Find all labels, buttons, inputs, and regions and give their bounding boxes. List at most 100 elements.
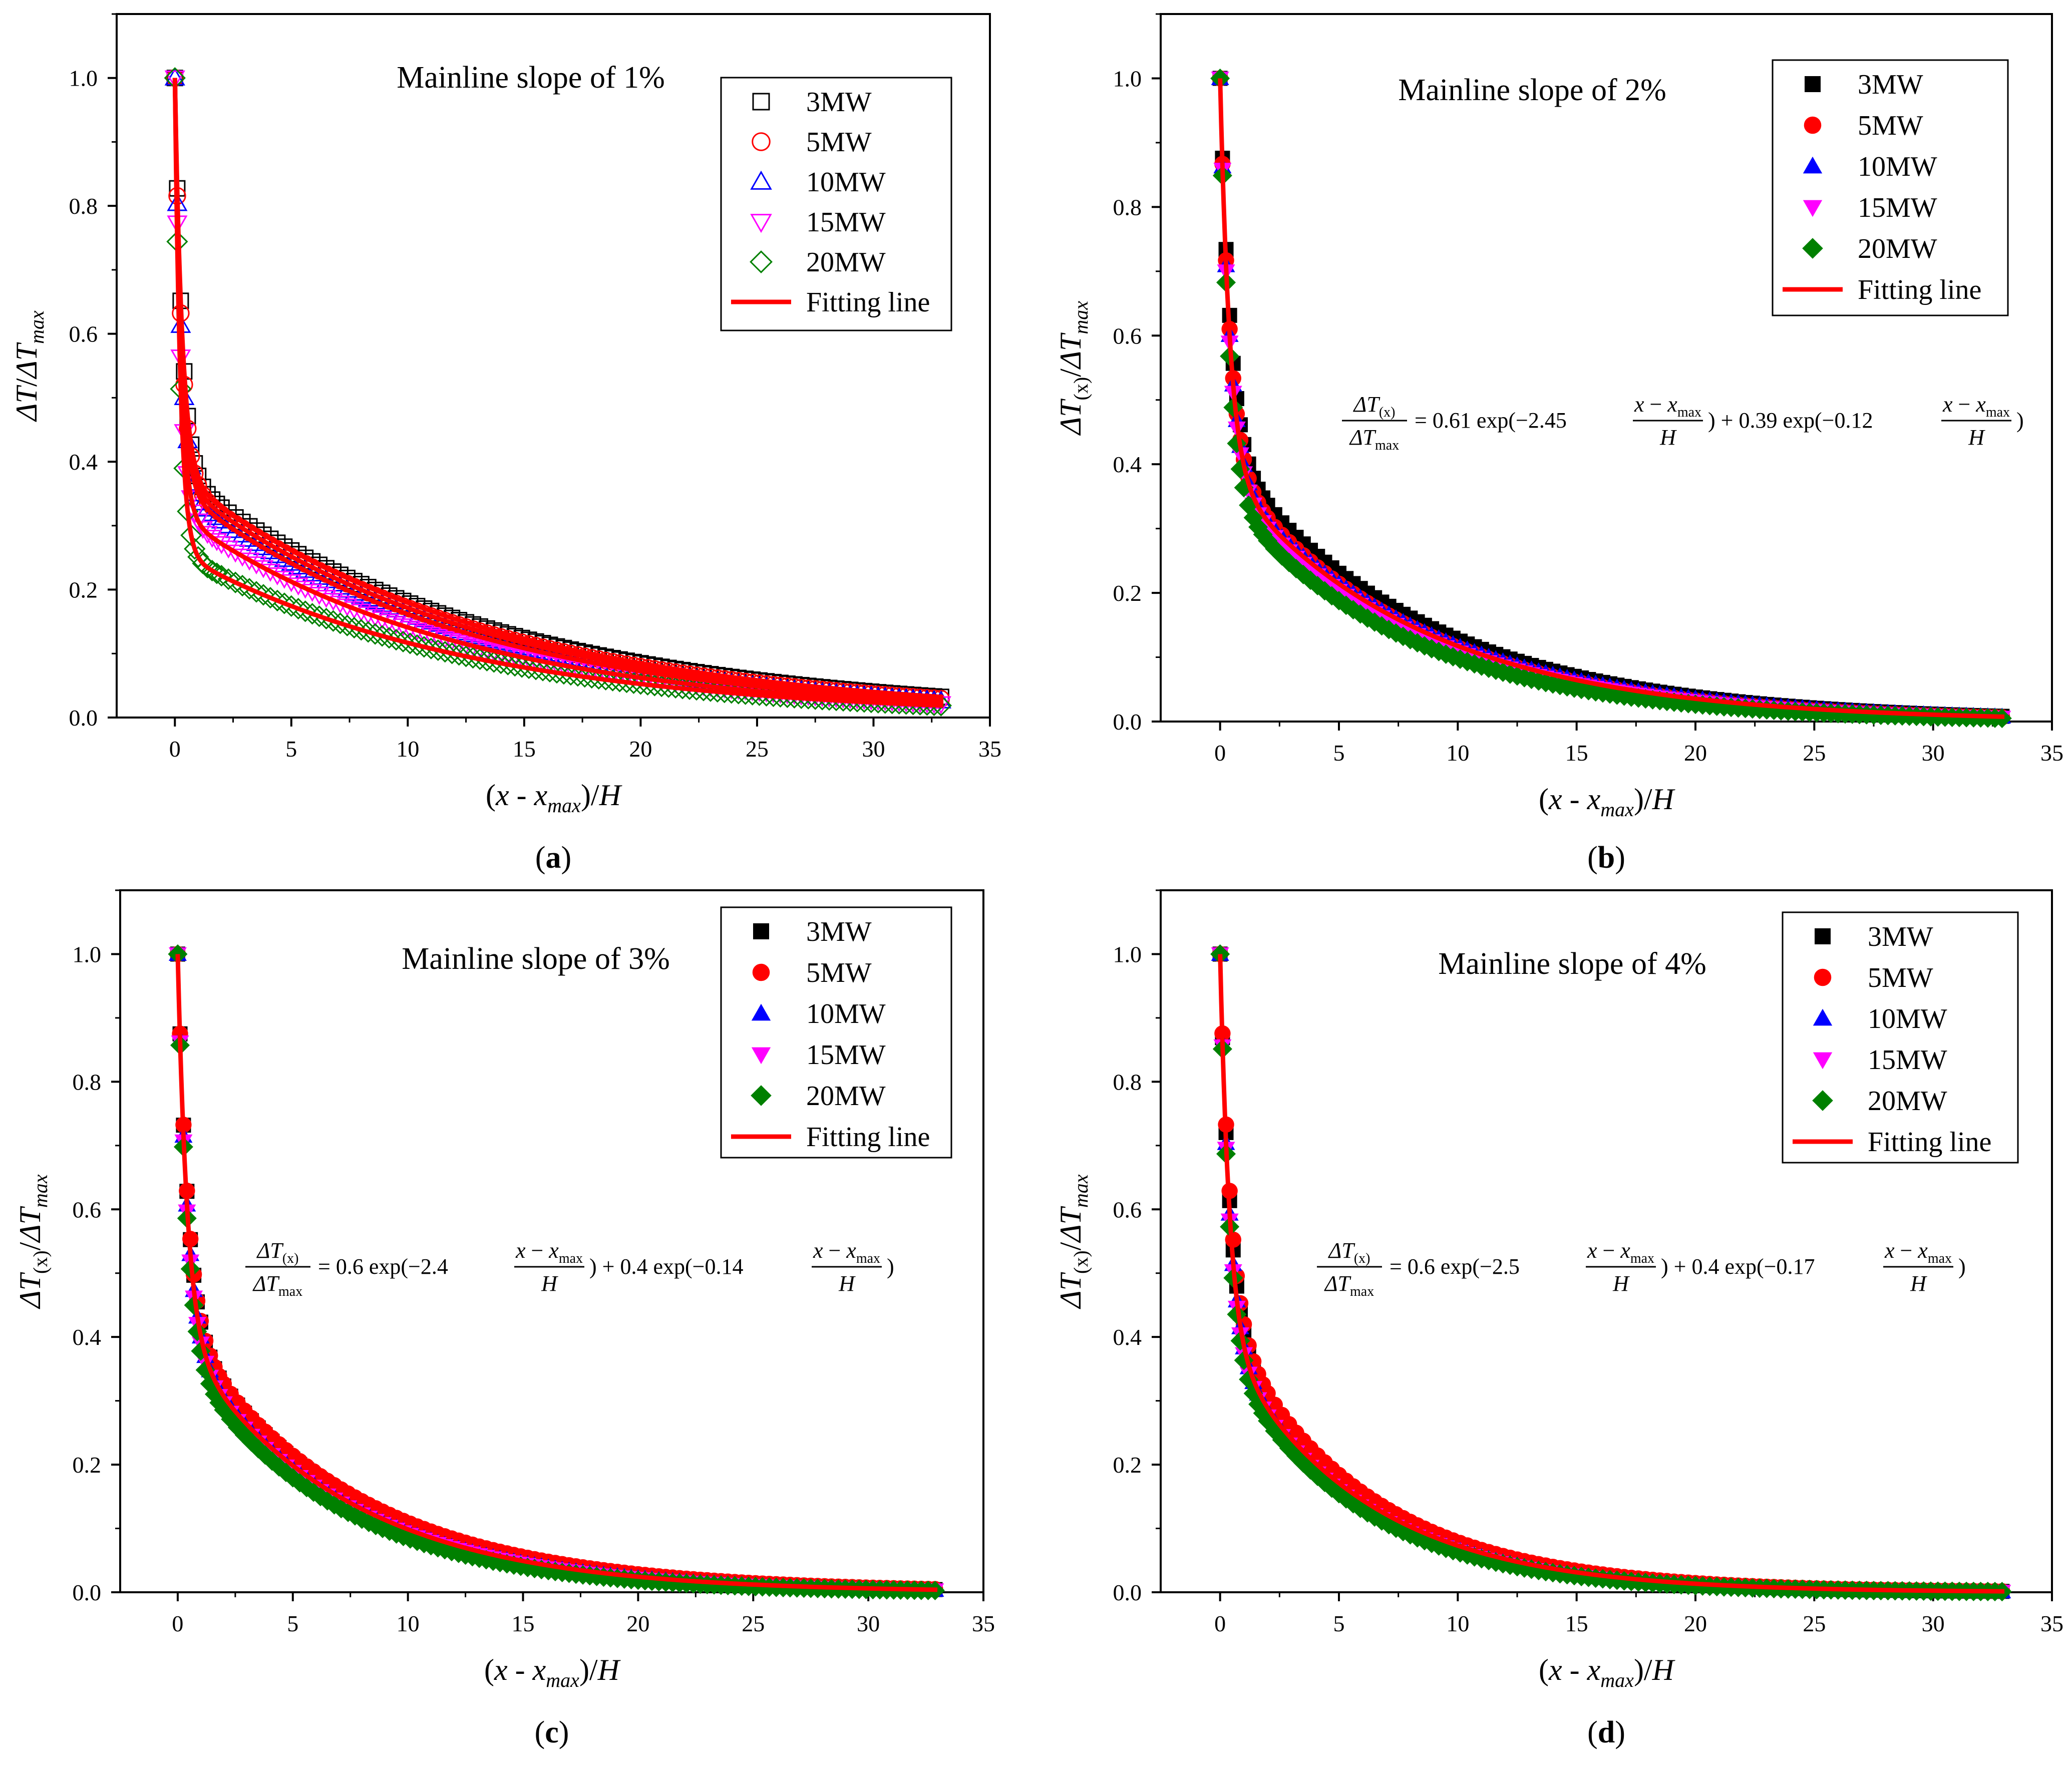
legend-label: 20MW	[806, 1081, 886, 1112]
legend-box	[720, 77, 952, 331]
eq-term-1: = 0.6 exp(−2.4	[318, 1254, 448, 1279]
fit-equation: ΔT(x) ΔTmax = 0.6 exp(−2.5 x − xmax H) + 0.4…	[1317, 1238, 1966, 1299]
eq-close: )	[887, 1254, 894, 1279]
legend-marker	[1803, 156, 1823, 174]
legend-marker	[1813, 1052, 1833, 1070]
x-tick-label: 20	[626, 1611, 649, 1636]
data-point	[168, 944, 188, 964]
data-point	[581, 667, 603, 689]
legend-label: 15MW	[1858, 192, 1937, 223]
x-tick-label: 30	[857, 1611, 880, 1636]
y-axis-label: ΔT(x)/ΔTmax	[1054, 1174, 1092, 1309]
y-tick-label: 0.6	[69, 321, 98, 347]
legend: 3MW 5MW 10MW 15MW 20MW Fitting line	[720, 906, 952, 1159]
eq-lhs-den: ΔTmax	[1324, 1271, 1374, 1299]
legend-marker	[750, 170, 772, 190]
x-tick-label: 20	[629, 736, 652, 762]
legend-marker	[1815, 928, 1831, 944]
eq-frac-num: x − xmax	[1884, 1238, 1952, 1266]
plot-frame	[1160, 13, 2053, 723]
eq-frac-den: H	[1659, 425, 1677, 450]
x-axis-label: (x - xmax)/H	[1539, 1653, 1676, 1691]
eq-frac-den: H	[1968, 425, 1985, 450]
x-tick-label: 35	[2040, 740, 2063, 766]
eq-frac-num: x − xmax	[813, 1238, 880, 1266]
data-point	[164, 70, 185, 89]
y-tick-label: 0.2	[1113, 1452, 1142, 1478]
legend-label: 15MW	[806, 1039, 886, 1071]
legend-marker	[751, 1047, 771, 1065]
fitting-line	[172, 78, 944, 707]
fitting-line	[172, 78, 944, 708]
x-tick-label: 5	[285, 736, 297, 762]
x-tick-label: 15	[1565, 1611, 1588, 1636]
x-tick-label: 35	[978, 736, 1001, 762]
legend: 3MW 5MW 10MW 15MW 20MW Fitting line	[1782, 911, 2019, 1164]
legend-marker	[750, 250, 773, 273]
x-tick-label: 35	[2040, 1611, 2063, 1636]
legend-label: 3MW	[806, 916, 872, 947]
eq-term-1: = 0.61 exp(−2.45	[1415, 408, 1567, 433]
data-point	[608, 670, 631, 692]
eq-close: )	[2016, 408, 2024, 433]
legend-label: Fitting line	[1858, 274, 1981, 305]
eq-frac-den: H	[838, 1271, 856, 1296]
slope-annotation: Mainline slope of 2%	[1398, 73, 1666, 107]
x-tick-label: 20	[1684, 1611, 1707, 1636]
legend-box	[1782, 911, 2019, 1164]
plot-frame	[119, 889, 984, 1593]
y-tick-label: 0.6	[1113, 1197, 1142, 1222]
panel-c: 0 5 10 15 20 25 30 35 0.0 0.2 0.4 0.6 0.8 1.0 (x - xma…	[14, 889, 995, 1749]
legend-label: 5MW	[1868, 962, 1933, 993]
eq-term-2: ) + 0.4 exp(−0.17	[1661, 1254, 1815, 1279]
y-tick-label: 0.8	[73, 1069, 102, 1095]
data-point	[192, 521, 213, 539]
eq-term-2: ) + 0.39 exp(−0.12	[1708, 408, 1873, 433]
panel-a: 0 5 10 15 20 25 30 35 0.0 0.2 0.4 0.6 0.8 1.0 (x - xma…	[10, 13, 1001, 875]
y-tick-label: 1.0	[69, 66, 98, 91]
legend-box	[1772, 59, 2009, 316]
legend-label: 15MW	[806, 207, 886, 238]
plot-frame	[1160, 889, 2053, 1593]
data-point	[1210, 68, 1230, 88]
panel-caption: (a)	[535, 841, 571, 875]
legend-marker	[1812, 1090, 1833, 1111]
fitting-line	[172, 78, 944, 701]
eq-frac-num: x − xmax	[515, 1238, 583, 1266]
x-tick-label: 25	[746, 736, 769, 762]
eq-frac-den: H	[1910, 1271, 1927, 1296]
x-tick-label: 30	[862, 736, 885, 762]
slope-annotation: Mainline slope of 4%	[1438, 947, 1706, 981]
legend-marker	[751, 1085, 772, 1106]
data-point	[184, 538, 206, 560]
fit-equation: ΔT(x) ΔTmax = 0.61 exp(−2.45 x − xmax H) + 0…	[1342, 392, 2024, 453]
data-point	[601, 669, 624, 691]
x-tick-label: 20	[1684, 740, 1707, 766]
legend-label: 10MW	[1858, 151, 1937, 182]
legend-label: Fitting line	[806, 1122, 930, 1153]
y-tick-label: 0.4	[73, 1324, 102, 1350]
y-tick-label: 0.4	[1113, 1324, 1142, 1350]
legend-label: 10MW	[806, 167, 886, 198]
x-tick-label: 25	[1803, 740, 1826, 766]
data-point	[560, 664, 582, 686]
x-tick-label: 30	[1922, 1611, 1945, 1636]
x-tick-label: 0	[1214, 1611, 1226, 1636]
eq-term-1: = 0.6 exp(−2.5	[1390, 1254, 1520, 1279]
legend-marker	[1803, 200, 1823, 217]
eq-frac-den: H	[541, 1271, 558, 1296]
y-tick-label: 1.0	[1113, 941, 1142, 967]
x-tick-label: 0	[172, 1611, 183, 1636]
data-point	[615, 671, 638, 693]
fitting-line	[172, 78, 944, 703]
series-20MW	[1210, 68, 2012, 729]
legend-label: 20MW	[1868, 1086, 1947, 1117]
x-tick-label: 5	[1333, 1611, 1345, 1636]
panel-caption: (c)	[535, 1715, 569, 1749]
legend-marker	[750, 214, 772, 233]
legend: 3MW 5MW 10MW 15MW 20MW Fitting line	[1772, 59, 2009, 316]
y-tick-label: 0.4	[69, 449, 98, 475]
x-tick-label: 0	[1214, 740, 1226, 766]
x-tick-label: 10	[396, 736, 419, 762]
x-tick-label: 5	[287, 1611, 298, 1636]
